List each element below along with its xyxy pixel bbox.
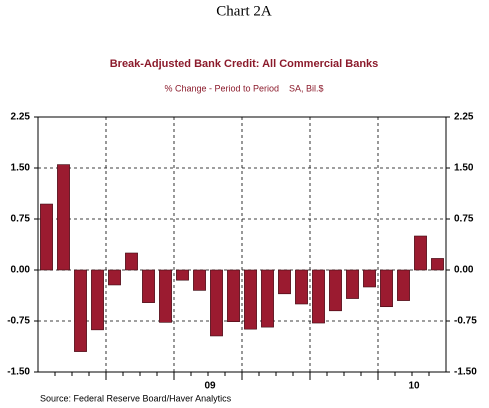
bar [176, 269, 189, 281]
y2-tick-label: -0.75 [454, 316, 477, 327]
bar [363, 269, 376, 288]
y-tick-label: 0.00 [11, 265, 31, 276]
bar [227, 269, 240, 322]
bar [397, 269, 410, 301]
x-tick-label: 09 [204, 381, 216, 392]
y2-tick-label: 2.25 [454, 112, 474, 123]
bar [312, 269, 325, 324]
chart-subtitle: % Change - Period to Period SA, Bil.$ [164, 83, 323, 93]
bar [91, 269, 104, 331]
x-tick-label: 10 [408, 381, 420, 392]
bar [431, 258, 444, 271]
chart-title: Break-Adjusted Bank Credit: All Commerci… [110, 58, 379, 70]
y2-tick-label: 1.50 [454, 163, 474, 174]
bar [261, 269, 274, 328]
y-tick-label: 1.50 [11, 163, 31, 174]
bar [108, 269, 121, 286]
source-note: Source: Federal Reserve Board/Haver Anal… [40, 393, 232, 403]
bar [414, 235, 427, 271]
y-tick-label: 0.75 [11, 214, 31, 225]
bar [346, 269, 359, 299]
bar [380, 269, 393, 308]
bar [159, 269, 172, 323]
bar [40, 203, 53, 271]
bar [142, 269, 155, 303]
bar [295, 269, 308, 305]
y-tick-label: -0.75 [7, 316, 30, 327]
y-tick-label: 2.25 [11, 112, 31, 123]
y2-tick-label: 0.75 [454, 214, 474, 225]
bar [74, 269, 87, 352]
chart-header: Chart 2A [216, 3, 272, 19]
bar [193, 269, 206, 291]
bar [278, 269, 291, 295]
bar [329, 269, 342, 312]
bar [125, 252, 138, 271]
bar [210, 269, 223, 337]
y2-tick-label: -1.50 [454, 367, 477, 378]
y-tick-label: -1.50 [7, 367, 30, 378]
bar [244, 269, 257, 330]
bar [57, 164, 70, 271]
y2-tick-label: 0.00 [454, 265, 474, 276]
